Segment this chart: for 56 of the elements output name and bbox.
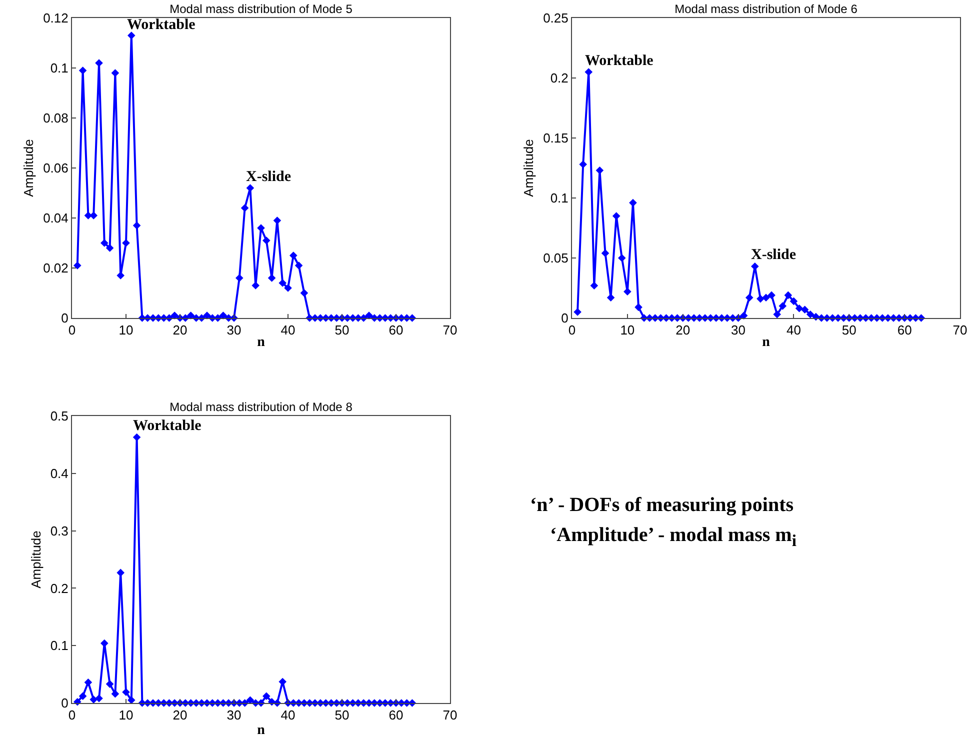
x-axis-title: n <box>257 335 266 350</box>
x-tick-label: 60 <box>388 708 404 723</box>
text: ‘n’ - DOFs of measuring points <box>530 493 795 518</box>
y-axis-title: Amplitude <box>21 139 36 197</box>
y-tick-label: 0.2 <box>550 70 568 86</box>
y-tick-label: 0 <box>561 310 568 326</box>
y-tick-label: 0.1 <box>50 638 68 654</box>
y-axis-title: Amplitude <box>28 530 44 588</box>
x-tick-label: 20 <box>676 322 690 338</box>
x-tick-label: 40 <box>280 322 296 338</box>
x-tick-label: 30 <box>226 322 242 338</box>
x-tick-label: 20 <box>172 708 188 723</box>
x-tick-label: 60 <box>388 322 404 338</box>
chart-title: Modal mass distribution of Mode 6 <box>674 2 858 16</box>
x-axis-title: n <box>257 722 266 738</box>
y-tick-label: 0.06 <box>43 160 68 176</box>
chart-title: Modal mass distribution of Mode 5 <box>170 2 353 16</box>
y-tick-label: 0.1 <box>550 190 568 206</box>
x-tick-label: 40 <box>280 708 296 723</box>
x-tick-label: 40 <box>786 322 801 338</box>
y-tick-label: 0.04 <box>43 210 68 226</box>
x-tick-label: 50 <box>842 322 856 338</box>
x-tick-label: 70 <box>442 708 458 723</box>
x-tick-label: 70 <box>442 322 458 338</box>
x-tick-label: 10 <box>118 708 134 723</box>
y-tick-label: 0.1 <box>50 60 68 76</box>
x-tick-label: 70 <box>952 322 968 338</box>
y-tick-label: 0.4 <box>50 466 68 481</box>
x-tick-label: 10 <box>620 322 635 338</box>
y-tick-label: 0.02 <box>43 260 68 276</box>
x-tick-label: 50 <box>334 708 350 723</box>
y-tick-label: 0.08 <box>43 110 68 126</box>
x-tick-label: 50 <box>334 322 350 338</box>
y-tick-label: 0.5 <box>50 408 68 424</box>
annotation: X-slide <box>751 247 796 263</box>
y-tick-label: 0.2 <box>50 580 68 596</box>
annotation: Worktable <box>127 17 196 33</box>
annotation: Worktable <box>585 53 654 69</box>
y-tick-label: 0.25 <box>543 10 568 26</box>
x-tick-label: 60 <box>897 322 912 338</box>
annotation: X-slide <box>246 169 292 185</box>
text: ‘Amplitude’ - modal mass m$_{i}$ <box>549 523 798 552</box>
y-tick-label: 0 <box>61 310 68 326</box>
y-tick-label: 0 <box>61 696 68 711</box>
y-tick-label: 0.05 <box>543 250 568 266</box>
x-tick-label: 10 <box>118 322 134 338</box>
x-tick-label: 20 <box>172 322 188 338</box>
annotation: Worktable <box>133 418 202 434</box>
x-axis-title: n <box>762 335 770 350</box>
y-axis-title: Amplitude <box>521 139 536 197</box>
x-tick-label: 30 <box>731 322 746 338</box>
y-tick-label: 0.12 <box>43 10 68 26</box>
y-tick-label: 0.3 <box>50 523 68 538</box>
chart-title: Modal mass distribution of Mode 8 <box>170 400 353 414</box>
x-tick-label: 30 <box>226 708 242 723</box>
y-tick-label: 0.15 <box>543 130 568 146</box>
